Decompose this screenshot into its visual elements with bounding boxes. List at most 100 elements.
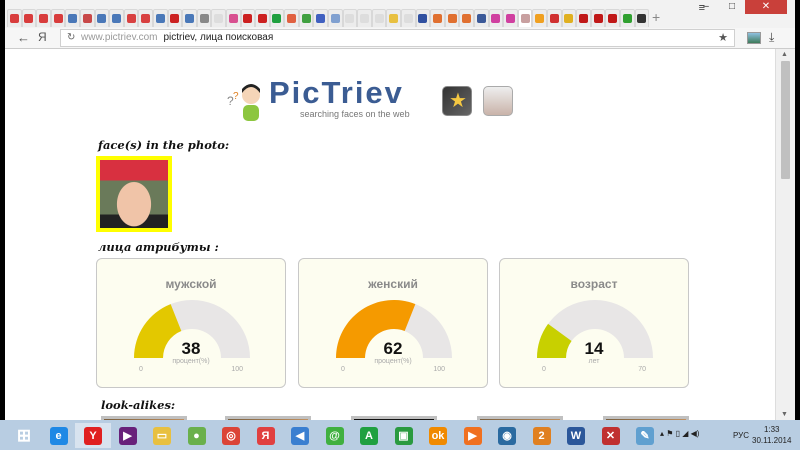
- taskbar-chrome[interactable]: ◎: [213, 423, 249, 448]
- taskbar-word[interactable]: W: [558, 423, 594, 448]
- taskbar-file-explorer[interactable]: ▭: [144, 423, 180, 448]
- gauge-min: 0: [341, 366, 345, 373]
- browser-tab[interactable]: [430, 9, 445, 27]
- bookmark-star-icon[interactable]: ★: [718, 32, 728, 44]
- yandex-button[interactable]: Я: [38, 30, 47, 44]
- taskbar-app-a[interactable]: A: [351, 423, 387, 448]
- browser-tab[interactable]: [21, 9, 37, 27]
- taskbar-mail-agent[interactable]: @: [317, 423, 353, 448]
- taskbar-app-disc[interactable]: ◉: [489, 423, 525, 448]
- taskbar-visual-studio[interactable]: ▶: [110, 423, 146, 448]
- lookalike-thumbnail[interactable]: [603, 416, 689, 420]
- browser-tab[interactable]: [284, 9, 299, 27]
- taskbar-odnoklassniki[interactable]: ok: [420, 423, 456, 448]
- taskbar-internet-explorer[interactable]: e: [41, 423, 77, 448]
- browser-tab[interactable]: [590, 9, 606, 27]
- taskbar-audio[interactable]: ◀: [282, 423, 318, 448]
- browser-tab[interactable]: [109, 9, 124, 27]
- extension-icon[interactable]: [747, 32, 761, 44]
- download-icon[interactable]: ⤓: [769, 30, 775, 44]
- lookalike-thumbnail[interactable]: [225, 416, 311, 420]
- browser-tab[interactable]: [138, 9, 153, 27]
- menu-icon[interactable]: ≡: [698, 2, 705, 14]
- browser-tab[interactable]: [444, 9, 460, 27]
- taskbar-yandex-browser[interactable]: Y: [75, 423, 111, 448]
- browser-tab[interactable]: [255, 9, 270, 27]
- browser-tab[interactable]: [152, 9, 168, 27]
- browser-tab[interactable]: [342, 9, 358, 27]
- browser-tab[interactable]: [488, 9, 504, 27]
- browser-tab[interactable]: [123, 9, 139, 27]
- browser-tab[interactable]: [517, 9, 533, 27]
- browser-tab[interactable]: [298, 9, 314, 27]
- browser-tab[interactable]: [634, 9, 650, 27]
- browser-tab[interactable]: [386, 9, 402, 27]
- lookalike-thumbnail[interactable]: [351, 416, 437, 420]
- browser-tab[interactable]: [65, 9, 80, 27]
- taskbar-start[interactable]: ⊞: [6, 423, 42, 448]
- address-bar[interactable]: ↻ www.pictriev.com pictriev, лица поисков…: [60, 29, 735, 47]
- taskbar-paint[interactable]: ✎: [627, 423, 663, 448]
- browser-tab[interactable]: [211, 9, 226, 27]
- taskbar: ⊞ e Y ▶ ▭ ● ◎ Я ◀ @ A ▣ ok ▶ ◉ 2 W ✕ ✎ ▴ ⚑ ▯ ◢ ◀) РУС 1:33…: [0, 420, 800, 450]
- gauge: [537, 300, 653, 358]
- taskbar-store[interactable]: ▣: [386, 423, 422, 448]
- url-text: www.pictriev.com: [81, 32, 158, 43]
- scroll-up-icon[interactable]: ▲: [781, 51, 788, 58]
- browser-tab[interactable]: [240, 9, 256, 27]
- gauge-title: женский: [368, 277, 418, 291]
- maximize-button[interactable]: □: [728, 1, 736, 12]
- browser-tab[interactable]: [401, 9, 416, 27]
- browser-tab[interactable]: [36, 9, 51, 27]
- browser-tab[interactable]: [7, 9, 22, 27]
- browser-tab[interactable]: [79, 9, 95, 27]
- browser-tab[interactable]: [576, 9, 591, 27]
- browser-tab[interactable]: [561, 9, 577, 27]
- scrollbar-thumb[interactable]: [781, 61, 790, 179]
- browser-tab[interactable]: [196, 9, 212, 27]
- minimize-button[interactable]: –: [703, 1, 709, 12]
- lookalike-thumbnail[interactable]: [477, 416, 563, 420]
- browser-tab[interactable]: [313, 9, 329, 27]
- browser-tab[interactable]: [503, 9, 518, 27]
- pictriev-logo[interactable]: ?? PicTriev searching faces on the web: [227, 75, 527, 123]
- favicon-icon: [549, 14, 559, 23]
- browser-tab[interactable]: [182, 9, 197, 27]
- taskbar-yandex[interactable]: Я: [248, 423, 284, 448]
- new-tab-button[interactable]: +: [652, 9, 661, 25]
- reload-icon[interactable]: ↻: [67, 32, 76, 43]
- browser-tab[interactable]: [619, 9, 635, 27]
- browser-tab[interactable]: [532, 9, 547, 27]
- face-thumbnail[interactable]: [96, 156, 172, 232]
- browser-tab[interactable]: [269, 9, 285, 27]
- back-icon[interactable]: ←: [17, 30, 30, 45]
- taskbar-app-2[interactable]: 2: [524, 423, 560, 448]
- vertical-scrollbar[interactable]: ▲ ▼: [775, 49, 795, 420]
- favicon-icon: [564, 14, 574, 23]
- favicon-icon: [97, 14, 107, 23]
- lookalike-thumbnail[interactable]: [101, 416, 187, 420]
- browser-tab[interactable]: [225, 9, 241, 27]
- browser-tab[interactable]: [357, 9, 372, 27]
- clock[interactable]: 1:33 30.11.2014: [752, 424, 791, 446]
- browser-tab[interactable]: [371, 9, 387, 27]
- browser-tab[interactable]: [328, 9, 343, 27]
- close-button[interactable]: ✕: [745, 0, 787, 14]
- scroll-down-icon[interactable]: ▼: [781, 411, 788, 418]
- pillar-app-icon[interactable]: [483, 86, 513, 116]
- taskbar-app-chart[interactable]: ✕: [593, 423, 629, 448]
- language-indicator[interactable]: РУС: [733, 431, 750, 440]
- browser-tab[interactable]: [546, 9, 562, 27]
- browser-tab[interactable]: [459, 9, 474, 27]
- attributes-header: лица атрибуты :: [98, 240, 219, 254]
- browser-tab[interactable]: [94, 9, 110, 27]
- system-tray[interactable]: ▴ ⚑ ▯ ◢ ◀): [660, 429, 700, 438]
- browser-tab[interactable]: [50, 9, 66, 27]
- taskbar-media-player[interactable]: ▶: [455, 423, 491, 448]
- taskbar-app-green[interactable]: ●: [179, 423, 215, 448]
- browser-tab[interactable]: [474, 9, 489, 27]
- browser-tab[interactable]: [415, 9, 431, 27]
- browser-tab[interactable]: [167, 9, 183, 27]
- star-app-icon[interactable]: ★: [442, 86, 472, 116]
- browser-tab[interactable]: [605, 9, 620, 27]
